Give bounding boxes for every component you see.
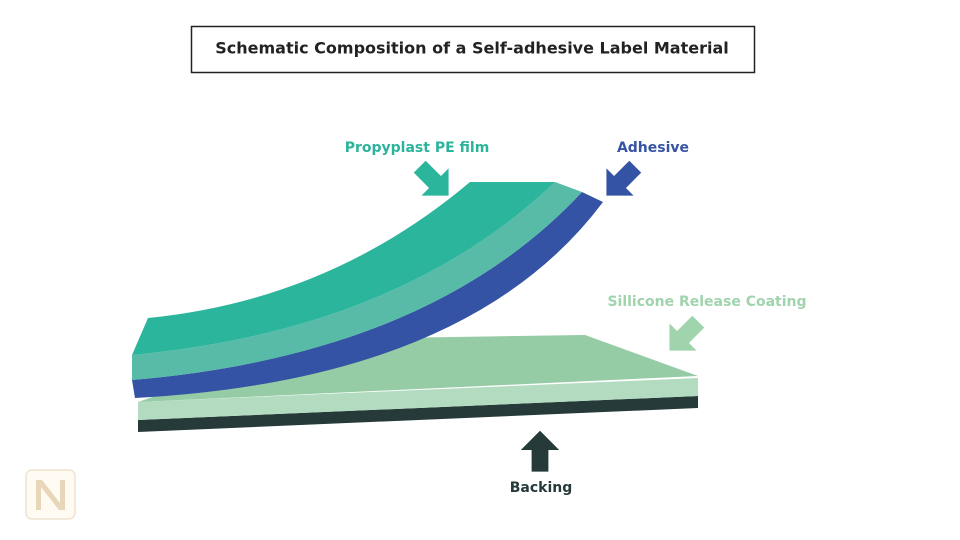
coating-surface bbox=[138, 335, 698, 402]
coating-label: Sillicone Release Coating bbox=[607, 294, 806, 310]
backing-label: Backing bbox=[510, 480, 573, 496]
film-edge bbox=[132, 182, 582, 380]
adhesive-arrow bbox=[606, 160, 642, 196]
title: Schematic Composition of a Self-adhesive… bbox=[215, 39, 729, 58]
film-label: Propyplast PE film bbox=[345, 140, 490, 156]
backing-layer bbox=[138, 396, 698, 432]
adhesive-layer bbox=[132, 192, 603, 398]
backing-arrow bbox=[520, 430, 560, 472]
coating-arrow bbox=[669, 315, 705, 351]
coating-edge bbox=[138, 378, 698, 420]
adhesive-label: Adhesive bbox=[617, 140, 689, 156]
film-arrow bbox=[413, 160, 449, 196]
title-box bbox=[190, 25, 756, 74]
film-surface bbox=[132, 182, 555, 355]
logo bbox=[25, 469, 76, 520]
